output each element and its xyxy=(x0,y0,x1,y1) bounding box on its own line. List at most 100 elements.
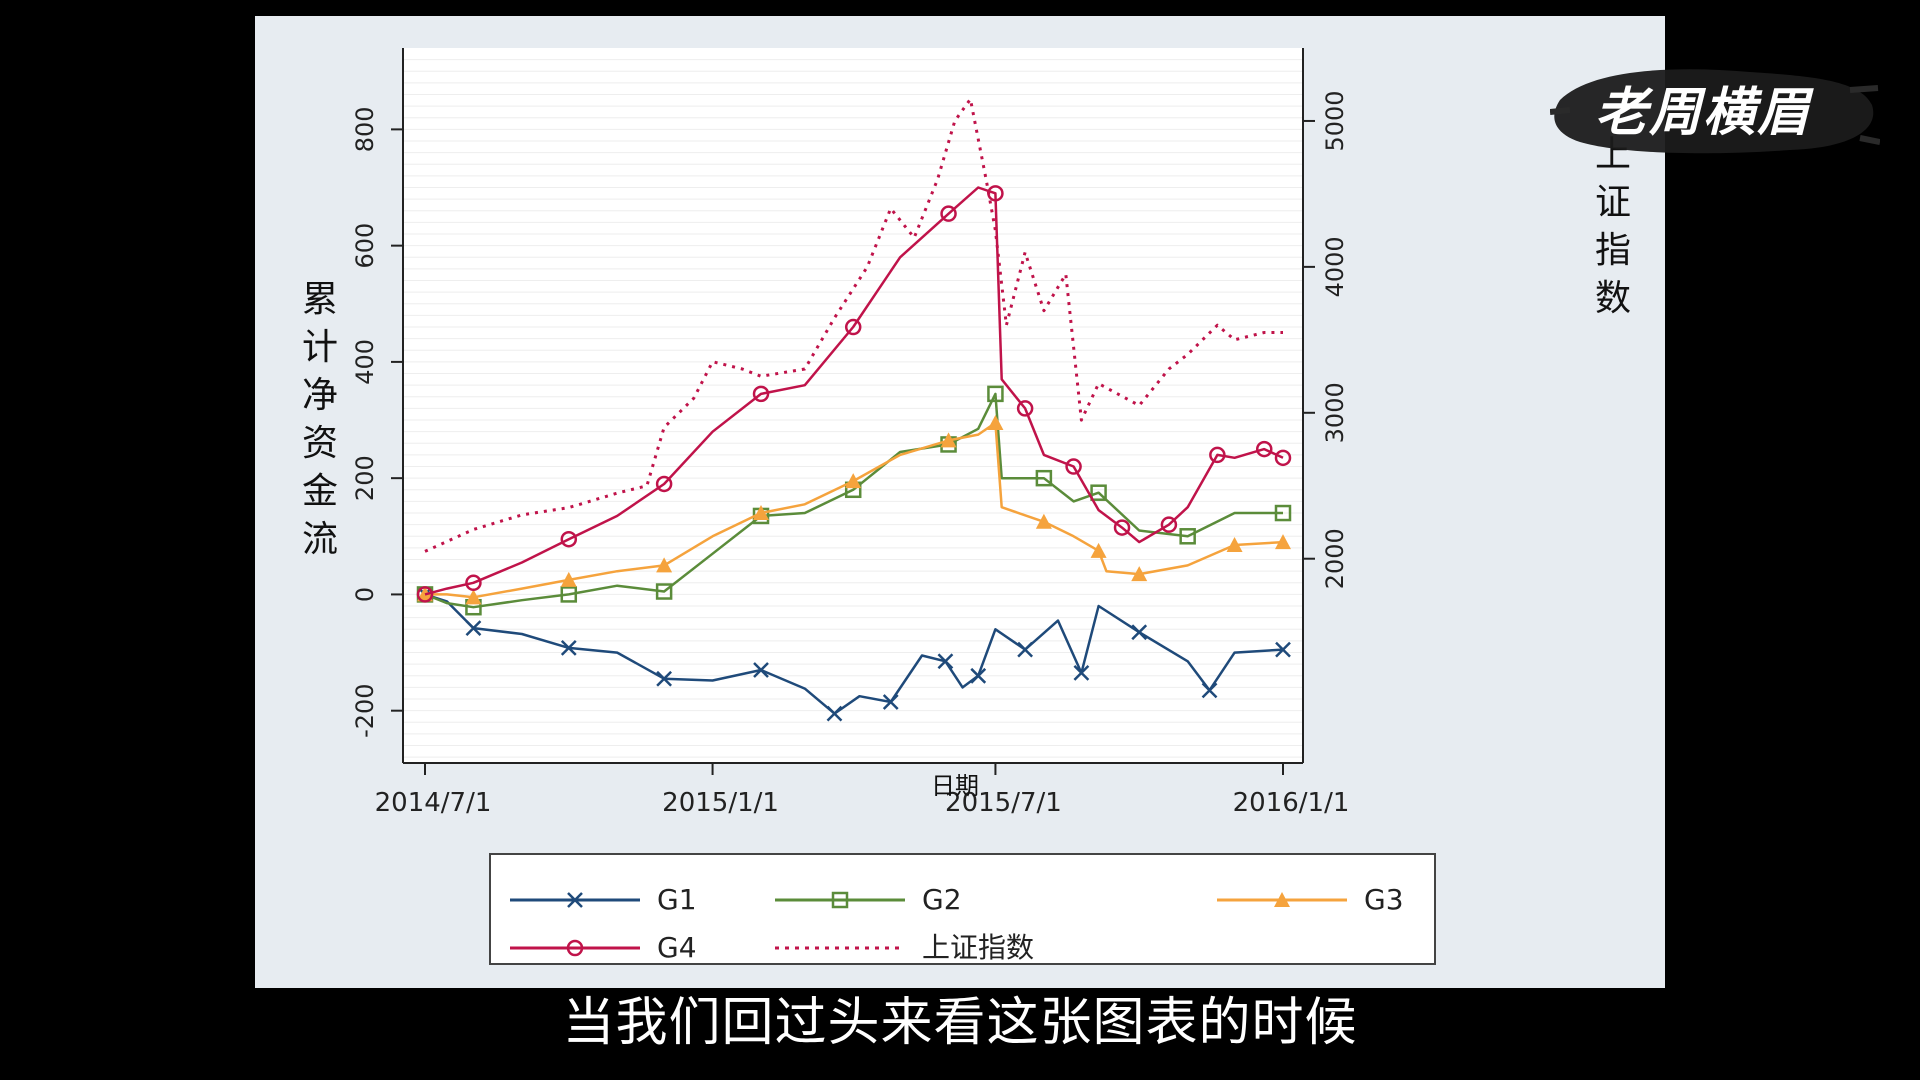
marker-triangle xyxy=(1090,542,1107,558)
video-subtitle: 当我们回过头来看这张图表的时候 xyxy=(562,993,1358,1053)
marker-square xyxy=(831,891,849,909)
legend-label: G1 xyxy=(657,883,697,916)
marker-circle xyxy=(655,475,673,493)
marker-triangle xyxy=(465,589,482,605)
legend-entry-G1: G1 xyxy=(510,883,697,916)
marker-x xyxy=(560,640,577,656)
marker-triangle xyxy=(1035,513,1052,529)
watermark-brush-stroke xyxy=(1550,69,1880,154)
marker-circle xyxy=(1274,449,1292,467)
series-line xyxy=(424,593,1284,715)
marker-circle xyxy=(1016,400,1034,417)
marker-triangle xyxy=(753,505,770,521)
marker-circle xyxy=(416,586,434,603)
y-tick-label: 800 xyxy=(351,106,379,152)
y-tick-label: 0 xyxy=(351,587,379,602)
marker-circle xyxy=(940,205,957,222)
watermark-logo-text: 老周横眉 xyxy=(1595,83,1812,143)
legend-entry-G4: G4 xyxy=(510,931,697,964)
marker-circle xyxy=(1255,440,1273,458)
marker-x xyxy=(656,670,672,687)
marker-x xyxy=(753,662,769,678)
y-axis-title-char: 净 xyxy=(302,375,338,416)
series-G4 xyxy=(416,185,1292,603)
marker-x xyxy=(1201,682,1218,699)
marker-circle xyxy=(560,530,578,548)
y2-axis-title-char: 数 xyxy=(1595,278,1631,319)
marker-triangle xyxy=(656,557,673,573)
marker-square xyxy=(1274,504,1292,522)
y2-tick-label: 2000 xyxy=(1321,528,1349,589)
chart-panel: -200 0 200 400 600 800 2000 3000 4000 5000 2014/7/… xyxy=(255,16,1665,988)
y-tick-label: 200 xyxy=(351,455,379,501)
x-axis-title: 日期 xyxy=(931,772,979,800)
series-G1 xyxy=(417,586,1291,722)
marker-x xyxy=(1073,665,1090,681)
marker-x xyxy=(937,653,954,670)
y2-tick-label: 5000 xyxy=(1321,90,1349,151)
marker-square xyxy=(560,586,578,603)
legend-box xyxy=(489,853,1436,965)
marker-circle xyxy=(987,185,1004,202)
series-line xyxy=(425,421,1284,599)
marker-x xyxy=(465,620,482,637)
grid-lines xyxy=(403,59,1303,758)
x-tick-label: 2015/1/1 xyxy=(662,788,779,818)
marker-circle xyxy=(465,574,482,592)
legend-label: 上证指数 xyxy=(922,931,1034,964)
marker-triangle xyxy=(940,432,957,448)
legend-label: G4 xyxy=(657,931,697,964)
series-line xyxy=(424,186,1284,596)
legend-entry-G3: G3 xyxy=(1217,883,1404,916)
y2-tick-label: 4000 xyxy=(1321,236,1349,297)
plot-area xyxy=(403,48,1303,763)
x-tick-label: 2014/7/1 xyxy=(375,788,492,818)
y-tick-label: 400 xyxy=(351,339,379,385)
y2-axis-title-char: 证 xyxy=(1595,182,1631,223)
legend-label: G3 xyxy=(1364,883,1404,916)
legend-label: G2 xyxy=(922,883,962,916)
marker-circle xyxy=(844,318,862,336)
marker-circle xyxy=(566,939,584,957)
marker-x xyxy=(826,705,843,722)
marker-triangle xyxy=(987,414,1004,430)
y-axis-title-char: 流 xyxy=(302,519,338,560)
marker-triangle xyxy=(1131,566,1148,582)
y-tick-label: -200 xyxy=(351,683,379,737)
marker-x xyxy=(1275,641,1291,658)
marker-triangle xyxy=(1226,537,1243,553)
marker-square xyxy=(1090,484,1107,501)
y-axis-title-char: 金 xyxy=(302,471,338,512)
legend: G1 G2 G3 G4 上证指数 xyxy=(510,883,1404,964)
marker-square xyxy=(1035,469,1053,487)
axes: -200 0 200 400 600 800 2000 3000 4000 5000 2014/7/… xyxy=(351,48,1349,818)
series-上证指数 xyxy=(424,97,1283,553)
marker-triangle xyxy=(560,571,577,587)
marker-circle xyxy=(752,385,770,403)
y2-tick-label: 3000 xyxy=(1321,382,1349,443)
series-line xyxy=(424,392,1283,609)
series-line xyxy=(424,97,1283,553)
marker-triangle xyxy=(1275,534,1291,550)
y-axis-title-char: 累 xyxy=(302,279,338,320)
y-tick-label: 600 xyxy=(351,223,379,269)
marker-square xyxy=(987,385,1004,403)
marker-circle xyxy=(1065,458,1082,475)
marker-triangle xyxy=(1274,892,1290,907)
y2-axis-title-char: 指 xyxy=(1595,230,1631,271)
marker-x xyxy=(882,694,899,710)
y-axis-title-char: 计 xyxy=(302,327,338,368)
marker-x xyxy=(970,667,987,684)
legend-entry-上证指数: 上证指数 xyxy=(775,931,1034,964)
marker-circle xyxy=(1209,446,1226,464)
x-tick-label: 2016/1/1 xyxy=(1233,788,1350,818)
legend-entry-G2: G2 xyxy=(775,883,962,916)
x-tick-label: 2015/7/1 xyxy=(945,788,1062,818)
marker-x xyxy=(567,892,583,908)
marker-square xyxy=(655,583,673,600)
marker-circle xyxy=(1113,519,1131,536)
chart: -200 0 200 400 600 800 2000 3000 4000 5000 2014/7/… xyxy=(302,48,1631,965)
marker-triangle xyxy=(845,473,862,489)
marker-x xyxy=(1017,641,1034,658)
